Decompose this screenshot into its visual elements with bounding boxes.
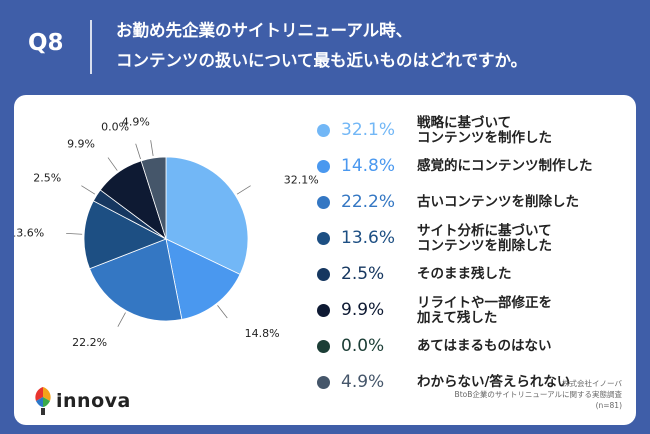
innova-logo: innova (32, 385, 132, 417)
legend-label-line1: そのまま残した (417, 266, 512, 282)
source-survey: BtoB企業のサイトリニューアルに関する実態調査 (454, 390, 622, 399)
pie-data-label: 32.1% (284, 173, 319, 186)
legend-label-line2: 加えて残した (417, 310, 498, 326)
question-number: Q8 (28, 30, 64, 56)
legend-item: 22.2% 古いコンテンツを削除した (317, 184, 635, 220)
legend-value: 0.0% (341, 336, 385, 356)
pie-leader-line (236, 185, 251, 195)
pie-leader-line (81, 185, 96, 195)
legend-item: 32.1% 戦略に基づいて コンテンツを制作した (317, 112, 635, 148)
legend-item: 4.9% わからない/答えられない (317, 364, 635, 400)
pie-slice (89, 238, 183, 322)
pie-data-label: 22.2% (72, 336, 107, 349)
legend-color-dot (317, 376, 330, 389)
legend-label: サイト分析に基づいて コンテンツを削除した (417, 224, 632, 254)
pie-leader-line (66, 232, 83, 235)
legend-label: そのまま残した (417, 267, 632, 282)
legend-value: 4.9% (341, 372, 385, 392)
legend-label: リライトや一部修正を 加えて残した (417, 296, 632, 326)
legend-value: 32.1% (341, 120, 396, 140)
legend-label-line1: リライトや一部修正を (417, 295, 552, 311)
pie-slice (165, 238, 241, 320)
pie-data-label: 13.6% (14, 227, 44, 240)
header-divider (90, 20, 92, 74)
pie-leader-line (150, 140, 154, 157)
pie-slice (165, 156, 249, 275)
legend-value: 9.9% (341, 300, 385, 320)
legend-color-dot (317, 268, 330, 281)
question-title-line1: お勤め先企業のサイトリニューアル時、 (116, 21, 413, 40)
pie-leader-line (107, 157, 118, 171)
legend-label-line1: サイト分析に基づいて (417, 223, 552, 239)
pie-data-label: 0.0% (101, 120, 129, 133)
legend-color-dot (317, 340, 330, 353)
legend-label-line2: コンテンツを削除した (417, 238, 552, 254)
legend: 32.1% 戦略に基づいて コンテンツを制作した 14.8% 感覚的にコンテンツ制作した… (317, 112, 635, 400)
legend-label: 古いコンテンツを削除した (417, 195, 632, 210)
pie-data-label: 2.5% (33, 171, 61, 184)
pie-data-label: 9.9% (67, 138, 95, 151)
pie-leader-line (217, 305, 228, 319)
legend-item: 2.5% そのまま残した (317, 256, 635, 292)
legend-label-line1: わからない/答えられない (417, 374, 571, 390)
legend-label: あてはまるものはない (417, 339, 632, 354)
pie-leader-line (135, 143, 141, 160)
pie-slice (83, 200, 167, 270)
question-title: お勤め先企業のサイトリニューアル時、 コンテンツの扱いについて最も近いものはどれ… (116, 16, 636, 76)
innova-logo-icon (35, 387, 51, 415)
legend-label-line1: 戦略に基づいて (417, 115, 512, 131)
legend-item: 9.9% リライトや一部修正を 加えて残した (317, 292, 635, 328)
chart-card: 32.1%14.8%22.2%13.6%2.5%9.9%0.0%4.9% 32.… (14, 95, 636, 425)
header: Q8 お勤め先企業のサイトリニューアル時、 コンテンツの扱いについて最も近いもの… (0, 0, 650, 92)
legend-item: 0.0% あてはまるものはない (317, 328, 635, 364)
legend-value: 13.6% (341, 228, 396, 248)
source-company: 株式会社イノーバ (562, 379, 622, 388)
legend-label-line1: 感覚的にコンテンツ制作した (417, 158, 593, 174)
legend-item: 14.8% 感覚的にコンテンツ制作した (317, 148, 635, 184)
legend-label-line2: コンテンツを制作した (417, 130, 552, 146)
legend-label: 感覚的にコンテンツ制作した (417, 159, 632, 174)
legend-color-dot (317, 304, 330, 317)
legend-color-dot (317, 232, 330, 245)
legend-label-line1: 古いコンテンツを削除した (417, 194, 579, 210)
legend-value: 22.2% (341, 192, 396, 212)
legend-label: わからない/答えられない (417, 375, 632, 390)
legend-item: 13.6% サイト分析に基づいて コンテンツを削除した (317, 220, 635, 256)
innova-logo-text: innova (56, 390, 131, 412)
legend-value: 2.5% (341, 264, 385, 284)
legend-color-dot (317, 196, 330, 209)
legend-color-dot (317, 124, 330, 137)
source-sample-size: (n=81) (595, 401, 622, 410)
pie-chart: 32.1% 14.8% 22.2% 13.6% 2.5% 9.9% 0.0%4.9% (14, 116, 319, 349)
pie-slice (140, 156, 167, 240)
pie-data-label: 14.8% (245, 327, 280, 340)
source-note: 株式会社イノーバ BtoB企業のサイトリニューアルに関する実態調査 (n=81) (455, 378, 622, 411)
question-title-line2: コンテンツの扱いについて最も近いものはどれですか。 (116, 51, 528, 70)
pie-data-label: 4.9% (122, 116, 150, 129)
pie-leader-line (117, 312, 126, 327)
legend-label-line1: あてはまるものはない (417, 338, 552, 354)
legend-color-dot (317, 160, 330, 173)
legend-label: 戦略に基づいて コンテンツを制作した (417, 116, 632, 146)
legend-value: 14.8% (341, 156, 396, 176)
